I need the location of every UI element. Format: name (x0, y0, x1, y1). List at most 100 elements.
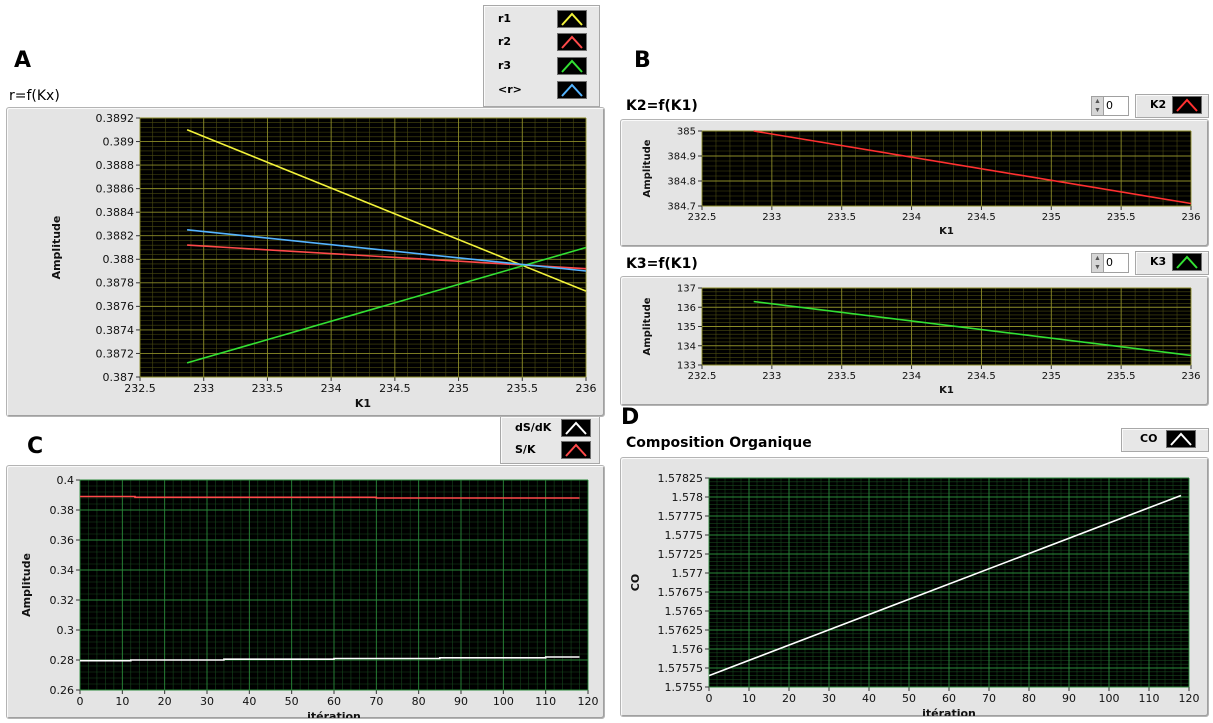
x-tick-label: 234.5 (379, 382, 411, 395)
x-tick-label: 235.5 (507, 382, 539, 395)
x-tick-label: 233 (762, 371, 781, 382)
k3-index-spinner[interactable]: ▲ ▼ 0 (1091, 253, 1129, 273)
y-tick-label: 1.5755 (665, 681, 704, 694)
legend-entry-co[interactable]: CO (1122, 429, 1208, 451)
x-tick-label: 90 (1062, 692, 1076, 705)
y-tick-label: 384.8 (667, 177, 696, 188)
legend-c: dS/dK S/K (500, 416, 600, 464)
x-tick-label: 235 (1042, 371, 1061, 382)
legend-label: r1 (498, 12, 512, 25)
chart-a-frame: 232.5 233 233.5 234 234.5 235 235.5 236 0.387 0.3… (6, 107, 605, 417)
x-tick-label: 233 (762, 212, 781, 223)
x-tick-label: 60 (942, 692, 956, 705)
legend-swatch-icon (1166, 430, 1196, 448)
legend-entry-r3[interactable]: r3 (484, 56, 599, 78)
legend-swatch-icon (557, 10, 587, 28)
y-tick-label: 0.3884 (96, 206, 135, 219)
x-tick-label: 30 (200, 695, 214, 708)
y-tick-label: 385 (677, 127, 696, 138)
x-tick-label: 236 (576, 382, 597, 395)
y-tick-label: 1.57625 (658, 624, 704, 637)
x-tick-label: 233 (193, 382, 214, 395)
y-tick-label: 0.3 (57, 624, 75, 637)
x-axis-label: K1 (939, 385, 954, 396)
x-tick-label: 30 (822, 692, 836, 705)
legend-entry-dsdk[interactable]: dS/dK (501, 418, 599, 440)
x-axis-label: itération (922, 707, 976, 716)
legend-d: CO (1121, 428, 1209, 452)
x-tick-label: 10 (742, 692, 756, 705)
y-tick-label: 0.3882 (96, 230, 135, 243)
legend-label: K3 (1150, 255, 1167, 268)
series-line-co (708, 494, 1182, 677)
chart-a-title: r=f(Kx) (9, 88, 60, 104)
series-line-sk (80, 495, 580, 499)
x-tick-label: 100 (493, 695, 514, 708)
legend-entry-k3[interactable]: K3 (1136, 252, 1208, 274)
series-line-dsdk (80, 656, 580, 662)
y-tick-label: 0.388 (103, 253, 135, 266)
x-tick-label: 235 (1042, 212, 1061, 223)
x-tick-label: 0 (77, 695, 84, 708)
legend-label: K2 (1150, 98, 1167, 111)
legend-swatch-icon (557, 81, 587, 99)
y-tick-label: 1.57675 (658, 586, 704, 599)
x-tick-label: 236 (1181, 371, 1200, 382)
y-tick-label: 1.57775 (658, 510, 704, 523)
y-tick-label: 0.36 (50, 534, 75, 547)
x-axis-label: K1 (939, 226, 954, 237)
chart-c-frame: 0 10 20 30 40 50 60 70 80 90 100 110 120 0.26 0.28 0.3 0… (6, 465, 605, 723)
series-line-k3 (753, 300, 1192, 357)
y-tick-label: 0.3876 (96, 300, 135, 313)
x-axis-label: K1 (355, 397, 371, 410)
series-line-k2 (753, 130, 1192, 205)
y-tick-label: 1.5765 (665, 605, 704, 618)
legend-entry-r2[interactable]: r2 (484, 32, 599, 54)
spinner-arrows-icon[interactable]: ▲ ▼ (1092, 97, 1104, 115)
k2-index-spinner[interactable]: ▲ ▼ 0 (1091, 96, 1129, 116)
legend-label: dS/dK (515, 421, 552, 434)
legend-label: S/K (515, 443, 536, 456)
y-tick-label: 384.9 (667, 152, 696, 163)
legend-entry-k2[interactable]: K2 (1136, 95, 1208, 117)
plot-area (702, 131, 1191, 206)
y-tick-label: 135 (677, 322, 696, 333)
x-tick-label: 0 (706, 692, 713, 705)
legend-swatch-icon (1172, 96, 1202, 114)
y-tick-label: 0.3888 (96, 159, 135, 172)
legend-entry-r-mean[interactable]: <r> (484, 80, 599, 102)
legend-label: r3 (498, 59, 512, 72)
chart-b2-frame: 232.5 233 233.5 234 234.5 235 235.5 236 133 134 13… (620, 276, 1209, 406)
y-tick-label: 0.389 (103, 135, 135, 148)
x-tick-label: 20 (782, 692, 796, 705)
x-tick-label: 100 (1099, 692, 1120, 705)
x-axis-label: itération (307, 710, 361, 718)
y-tick-label: 1.57575 (658, 662, 704, 675)
x-tick-label: 70 (982, 692, 996, 705)
y-tick-label: 0.38 (50, 504, 75, 517)
panel-letter-c: C (27, 434, 44, 459)
y-tick-label: 0.3892 (96, 112, 135, 125)
x-tick-label: 235.5 (1107, 371, 1136, 382)
chart-d-frame: 0 10 20 30 40 50 60 70 80 90 100 110 120 1.5755 1.5757… (620, 457, 1209, 720)
x-tick-label: 234.5 (967, 212, 996, 223)
x-tick-label: 235 (448, 382, 469, 395)
y-axis-label: Amplitude (20, 553, 33, 617)
y-tick-label: 0.3886 (96, 182, 135, 195)
panel-letter-a: A (14, 48, 32, 73)
y-tick-label: 137 (677, 284, 696, 295)
x-tick-label: 50 (285, 695, 299, 708)
panel-letter-b: B (634, 48, 651, 73)
legend-entry-r1[interactable]: r1 (484, 9, 599, 31)
series-line-r3 (186, 246, 587, 364)
y-tick-label: 1.578 (672, 491, 704, 504)
legend-b2: K3 (1135, 251, 1209, 275)
spinner-arrows-icon[interactable]: ▲ ▼ (1092, 254, 1104, 272)
k2-index-value: 0 (1106, 99, 1113, 112)
x-tick-label: 232.5 (124, 382, 156, 395)
x-tick-label: 120 (1179, 692, 1200, 705)
y-axis-label: Amplitude (642, 297, 653, 355)
legend-b1: K2 (1135, 94, 1209, 118)
legend-entry-sk[interactable]: S/K (501, 440, 599, 462)
x-tick-label: 10 (115, 695, 129, 708)
